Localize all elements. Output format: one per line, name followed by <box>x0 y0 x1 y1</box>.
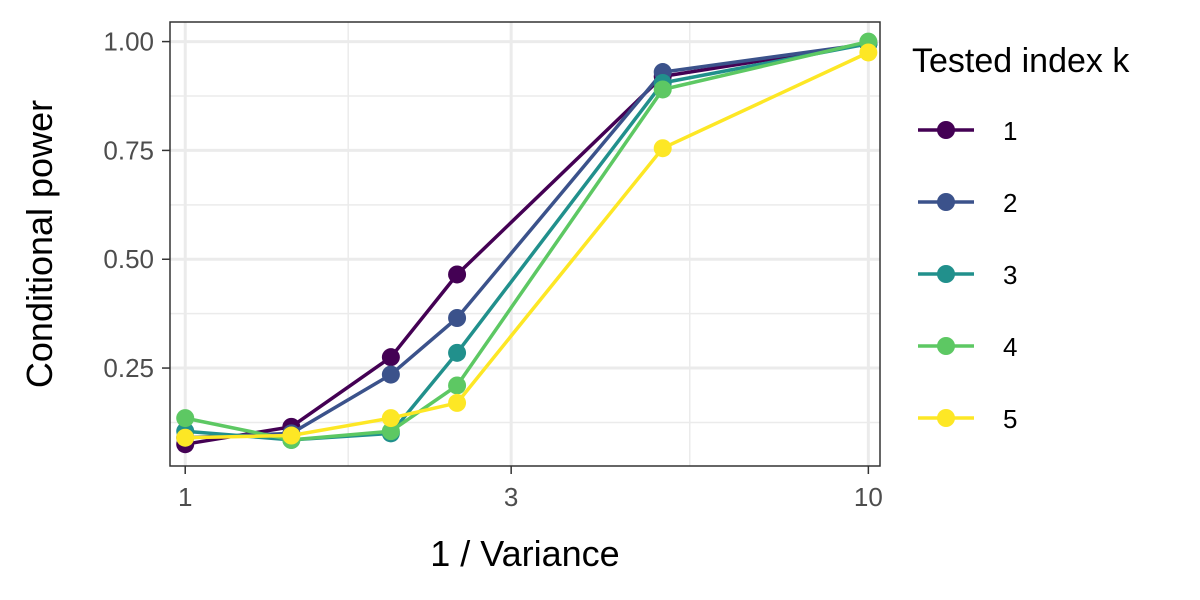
legend-label: 4 <box>1003 332 1017 362</box>
data-point <box>653 139 672 158</box>
data-point <box>859 43 878 62</box>
data-point <box>448 309 467 327</box>
y-tick-label: 0.25 <box>103 353 154 383</box>
data-point <box>653 80 672 99</box>
legend-label: 5 <box>1003 404 1017 434</box>
x-tick-label: 3 <box>504 482 518 512</box>
tick-labels: 1 3 10 0.25 0.50 0.75 1.00 <box>103 27 882 512</box>
x-tick-label: 1 <box>178 482 192 512</box>
x-tick-label: 10 <box>854 482 883 512</box>
series-5 <box>176 43 878 447</box>
series-line-1 <box>184 42 869 446</box>
legend-item-1: 1 <box>918 116 1017 146</box>
legend-label: 3 <box>1003 260 1017 290</box>
data-point <box>381 365 400 384</box>
series-layer <box>176 32 878 454</box>
series-line-3 <box>185 42 869 442</box>
legend-label: 1 <box>1003 116 1017 146</box>
grid-major <box>170 22 880 466</box>
panel-border <box>169 21 881 467</box>
data-point <box>381 409 400 428</box>
data-point <box>448 376 467 395</box>
legend-item-3: 3 <box>918 260 1017 290</box>
data-point <box>381 348 400 367</box>
data-point <box>381 422 400 441</box>
grid-minor <box>170 22 880 466</box>
legend-item-4: 4 <box>918 332 1017 362</box>
legend: Tested index k 1 2 3 4 5 <box>912 42 1130 434</box>
x-axis-title: 1 / Variance <box>430 533 619 574</box>
data-point <box>282 426 301 445</box>
y-axis-title: Conditional power <box>19 100 60 388</box>
data-point <box>448 265 467 284</box>
legend-key-point <box>937 121 955 139</box>
data-point <box>448 343 467 362</box>
legend-key-point <box>937 409 955 427</box>
legend-item-2: 2 <box>918 188 1017 218</box>
axis-ticks <box>162 40 870 474</box>
y-tick-label: 1.00 <box>103 27 154 57</box>
y-tick-label: 0.75 <box>103 135 154 165</box>
legend-title: Tested index k <box>912 42 1130 80</box>
legend-item-5: 5 <box>918 404 1017 434</box>
series-line-5 <box>185 50 870 440</box>
legend-key-point <box>937 193 955 211</box>
y-tick-label: 0.50 <box>103 244 154 274</box>
legend-items: 1 2 3 4 5 <box>918 116 1017 434</box>
legend-label: 2 <box>1003 188 1017 218</box>
legend-key-point <box>937 337 955 355</box>
data-point <box>176 428 195 447</box>
data-point <box>176 409 195 428</box>
legend-key-point <box>937 265 955 283</box>
data-point <box>448 393 467 412</box>
